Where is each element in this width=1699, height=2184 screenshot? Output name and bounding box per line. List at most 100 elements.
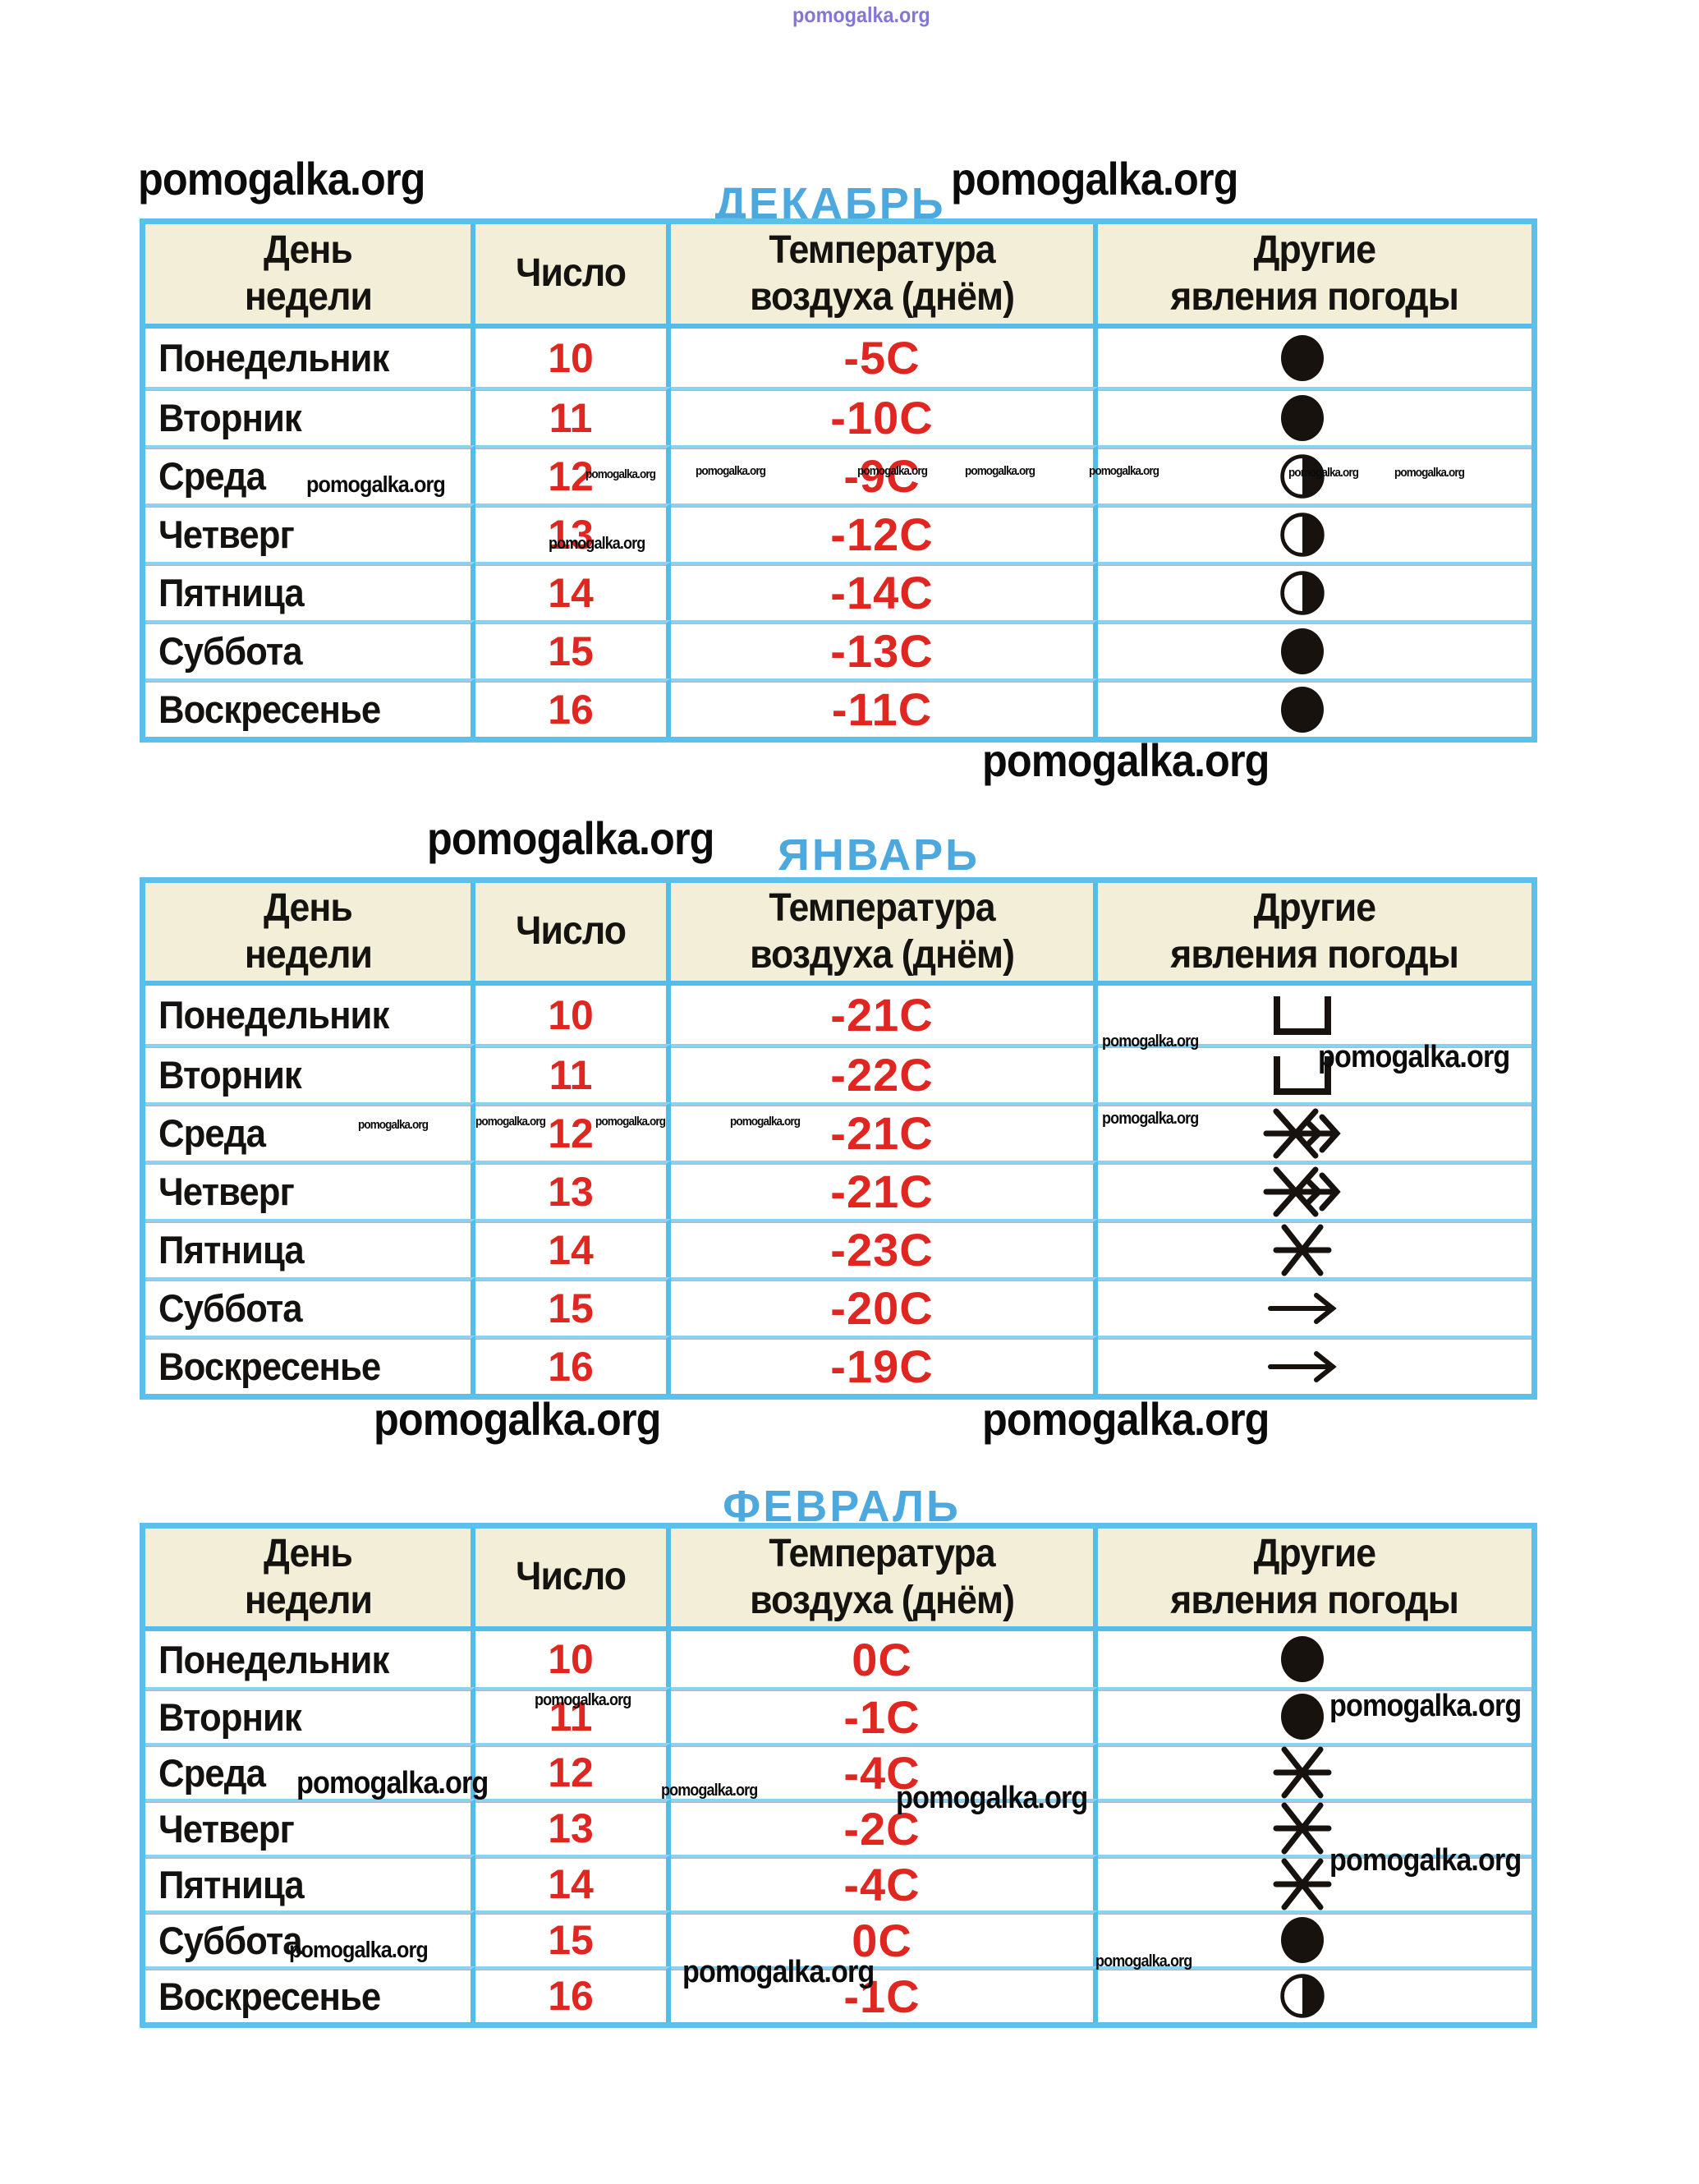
weather-symbol-cell [1098,1743,1531,1799]
weather-symbol-cell [1098,1799,1531,1855]
temperature-cell: -2C [671,1799,1098,1855]
day-cell: Среда [145,445,475,503]
date-cell: 15 [475,1910,671,1966]
column-header-1: Число [475,883,671,986]
overcast-icon [1279,333,1326,384]
overcast-icon [1279,1634,1326,1685]
column-header-line: явления погоды [1170,932,1460,977]
frost-icon [1271,1053,1334,1097]
overcast-icon [1279,393,1326,444]
day-label: Вторник [158,396,302,439]
site-watermark: pomogalka.org [374,1393,661,1445]
overcast-icon [1279,626,1326,677]
month-title-february: ФЕВРАЛЬ [723,1481,961,1531]
temperature-cell: -4C [671,1855,1098,1910]
day-cell: Четверг [145,503,475,562]
day-label: Четверг [158,1170,295,1213]
weather-symbol-cell [1098,329,1531,387]
column-header-1: Число [475,224,671,329]
date-cell: 13 [475,503,671,562]
day-label: Среда [158,1111,266,1155]
temperature-cell: -22C [671,1044,1098,1102]
day-label: Среда [158,1750,266,1795]
day-cell: Вторник [145,1687,475,1743]
weather-symbol-cell [1098,678,1531,737]
temperature-cell: -20C [671,1277,1098,1336]
site-watermark: pomogalka.org [682,1955,875,1989]
date-cell: 15 [475,620,671,678]
site-watermark: pomogalka.org [585,467,656,481]
site-watermark: pomogalka.org [1329,1689,1522,1723]
day-cell: Воскресенье [145,678,475,737]
column-header-line: Другие [1253,885,1377,930]
site-watermark: pomogalka.org [661,1782,758,1800]
site-watermark: pomogalka.org [857,464,928,478]
day-cell: Пятница [145,1855,475,1910]
site-watermark: pomogalka.org [475,1115,546,1129]
day-label: Четверг [158,1806,295,1851]
column-header-line: недели [244,932,372,977]
date-cell: 14 [475,1855,671,1910]
day-label: Суббота [158,629,303,673]
day-label: Среда [158,454,266,498]
temperature-cell: -23C [671,1219,1098,1277]
column-header-line: Температура [769,885,995,930]
temperature-cell: -1C [671,1687,1098,1743]
column-header-3: Другие явления погоды [1098,224,1531,329]
site-watermark: pomogalka.org [951,153,1238,205]
date-cell: 13 [475,1799,671,1855]
day-cell: Понедельник [145,329,475,387]
site-watermark: pomogalka.org [289,1937,429,1962]
temperature-cell: -21C [671,986,1098,1044]
day-label: Воскресенье [158,1974,381,2018]
day-label: Понедельник [158,993,389,1037]
day-cell: Четверг [145,1161,475,1219]
date-cell: 11 [475,1687,671,1743]
weather-symbol-cell [1098,1910,1531,1966]
temperature-cell: -21C [671,1102,1098,1161]
day-cell: Понедельник [145,986,475,1044]
temperature-cell: -13C [671,620,1098,678]
day-cell: Среда [145,1102,475,1161]
date-cell: 13 [475,1161,671,1219]
day-cell: Среда [145,1743,475,1799]
column-header-3: Другие явления погоды [1098,1529,1531,1631]
day-label: Понедельник [158,336,389,379]
overcast-icon [1279,1691,1326,1742]
date-cell: 15 [475,1277,671,1336]
site-watermark: pomogalka.org [535,1691,631,1709]
day-label: Воскресенье [158,1345,381,1388]
day-cell: Воскресенье [145,1966,475,2022]
weather-symbol-cell [1098,387,1531,445]
temperature-cell: -4C [671,1743,1098,1799]
temperature-cell: -1C [671,1966,1098,2022]
site-watermark: pomogalka.org [427,812,714,864]
site-watermark: pomogalka.org [1288,466,1359,480]
day-label: Пятница [158,1228,305,1271]
date-cell: 11 [475,387,671,445]
column-header-3: Другие явления погоды [1098,883,1531,986]
temperature-cell: -11C [671,678,1098,737]
column-header-line: Число [515,1555,627,1599]
day-cell: Суббота [145,1910,475,1966]
wind-icon [1267,1349,1338,1384]
weather-table-february: День недели Число Температура воздуха (днём)… [140,1523,1537,2028]
column-header-line: Число [515,251,627,296]
date-cell: 11 [475,1044,671,1102]
column-header-line: недели [244,274,372,319]
site-watermark: pomogalka.org [730,1115,801,1129]
day-cell: Пятница [145,1219,475,1277]
blizzard-icon [1261,1106,1343,1161]
day-cell: Пятница [145,562,475,620]
column-header-0: День недели [145,224,475,329]
overcast-icon [1279,1915,1326,1966]
site-watermark: pomogalka.org [696,464,766,478]
column-header-line: воздуха (днём) [750,932,1015,977]
weather-symbol-cell [1098,1631,1531,1687]
temperature-cell: -5C [671,329,1098,387]
weather-symbol-cell [1098,1336,1531,1394]
date-cell: 14 [475,1219,671,1277]
day-cell: Вторник [145,387,475,445]
day-label: Пятница [158,571,305,614]
temperature-cell: -9C [671,445,1098,503]
